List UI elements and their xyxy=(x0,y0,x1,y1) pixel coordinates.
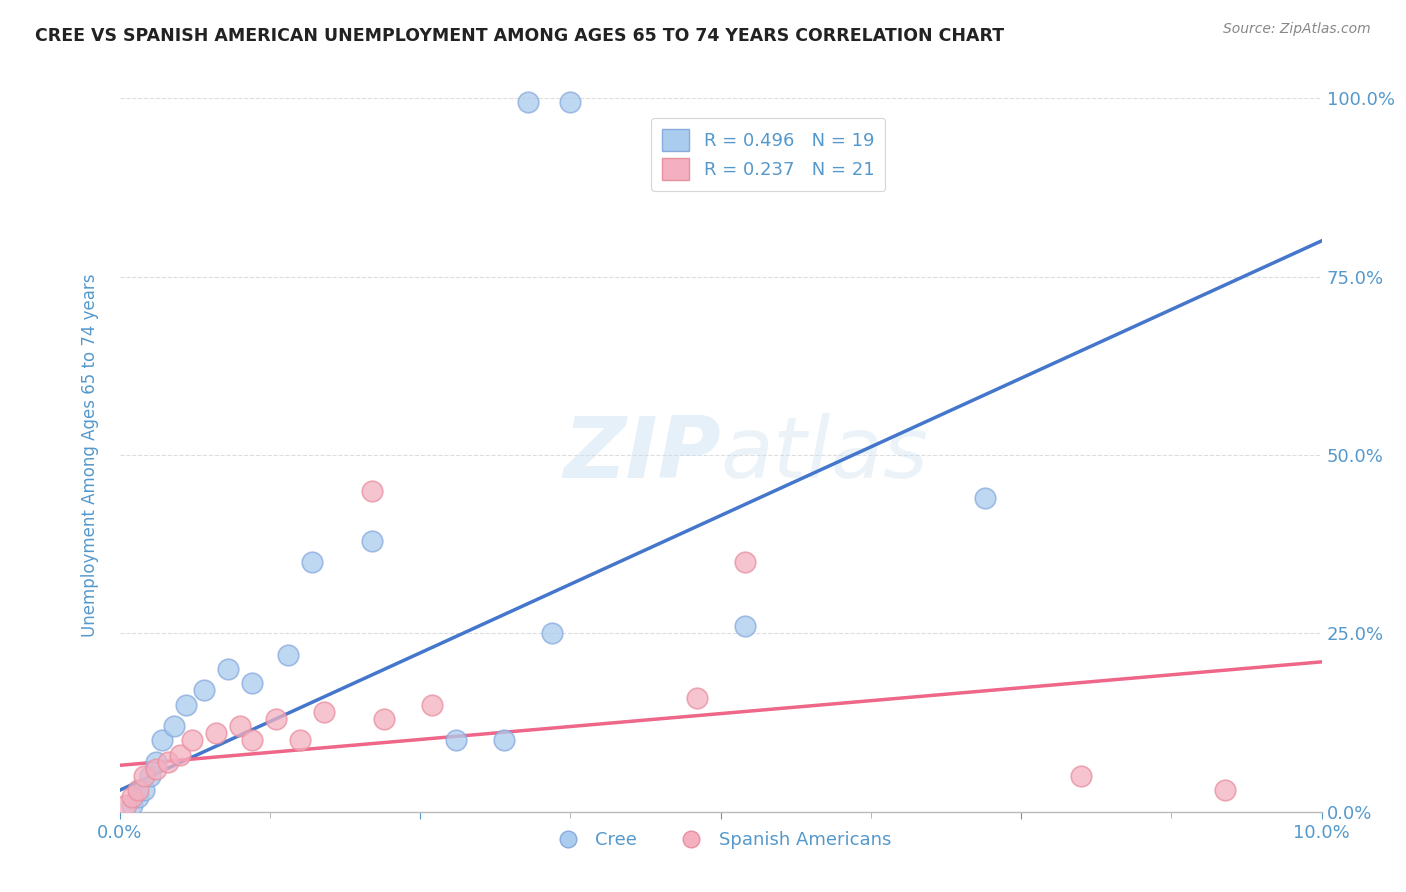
Point xyxy=(288,733,311,747)
Point xyxy=(145,755,167,769)
Point xyxy=(361,533,384,548)
Point xyxy=(132,769,155,783)
Point xyxy=(240,676,263,690)
Point xyxy=(217,662,239,676)
Point xyxy=(277,648,299,662)
Point xyxy=(180,733,202,747)
Point xyxy=(264,712,287,726)
Point xyxy=(121,797,143,812)
Point xyxy=(193,683,215,698)
Point xyxy=(361,483,384,498)
Point xyxy=(150,733,173,747)
Point xyxy=(494,733,516,747)
Point xyxy=(138,769,160,783)
Point xyxy=(560,95,582,109)
Point xyxy=(127,783,149,797)
Point xyxy=(121,790,143,805)
Point xyxy=(420,698,443,712)
Y-axis label: Unemployment Among Ages 65 to 74 years: Unemployment Among Ages 65 to 74 years xyxy=(80,273,98,637)
Point xyxy=(444,733,467,747)
Point xyxy=(685,690,707,705)
Point xyxy=(974,491,997,505)
Point xyxy=(1215,783,1237,797)
Point xyxy=(169,747,191,762)
Point xyxy=(734,555,756,569)
Point xyxy=(312,705,335,719)
Point xyxy=(132,783,155,797)
Text: Source: ZipAtlas.com: Source: ZipAtlas.com xyxy=(1223,22,1371,37)
Text: ZIP: ZIP xyxy=(562,413,720,497)
Point xyxy=(517,95,540,109)
Point xyxy=(240,733,263,747)
Point xyxy=(373,712,395,726)
Text: CREE VS SPANISH AMERICAN UNEMPLOYMENT AMONG AGES 65 TO 74 YEARS CORRELATION CHAR: CREE VS SPANISH AMERICAN UNEMPLOYMENT AM… xyxy=(35,27,1004,45)
Point xyxy=(541,626,564,640)
Point xyxy=(162,719,184,733)
Point xyxy=(228,719,252,733)
Point xyxy=(156,755,179,769)
Point xyxy=(174,698,197,712)
Point xyxy=(114,797,136,812)
Text: atlas: atlas xyxy=(720,413,928,497)
Point xyxy=(127,790,149,805)
Point xyxy=(301,555,323,569)
Legend: Cree, Spanish Americans: Cree, Spanish Americans xyxy=(543,824,898,856)
Point xyxy=(734,619,756,633)
Point xyxy=(145,762,167,776)
Point xyxy=(1070,769,1092,783)
Point xyxy=(204,726,226,740)
